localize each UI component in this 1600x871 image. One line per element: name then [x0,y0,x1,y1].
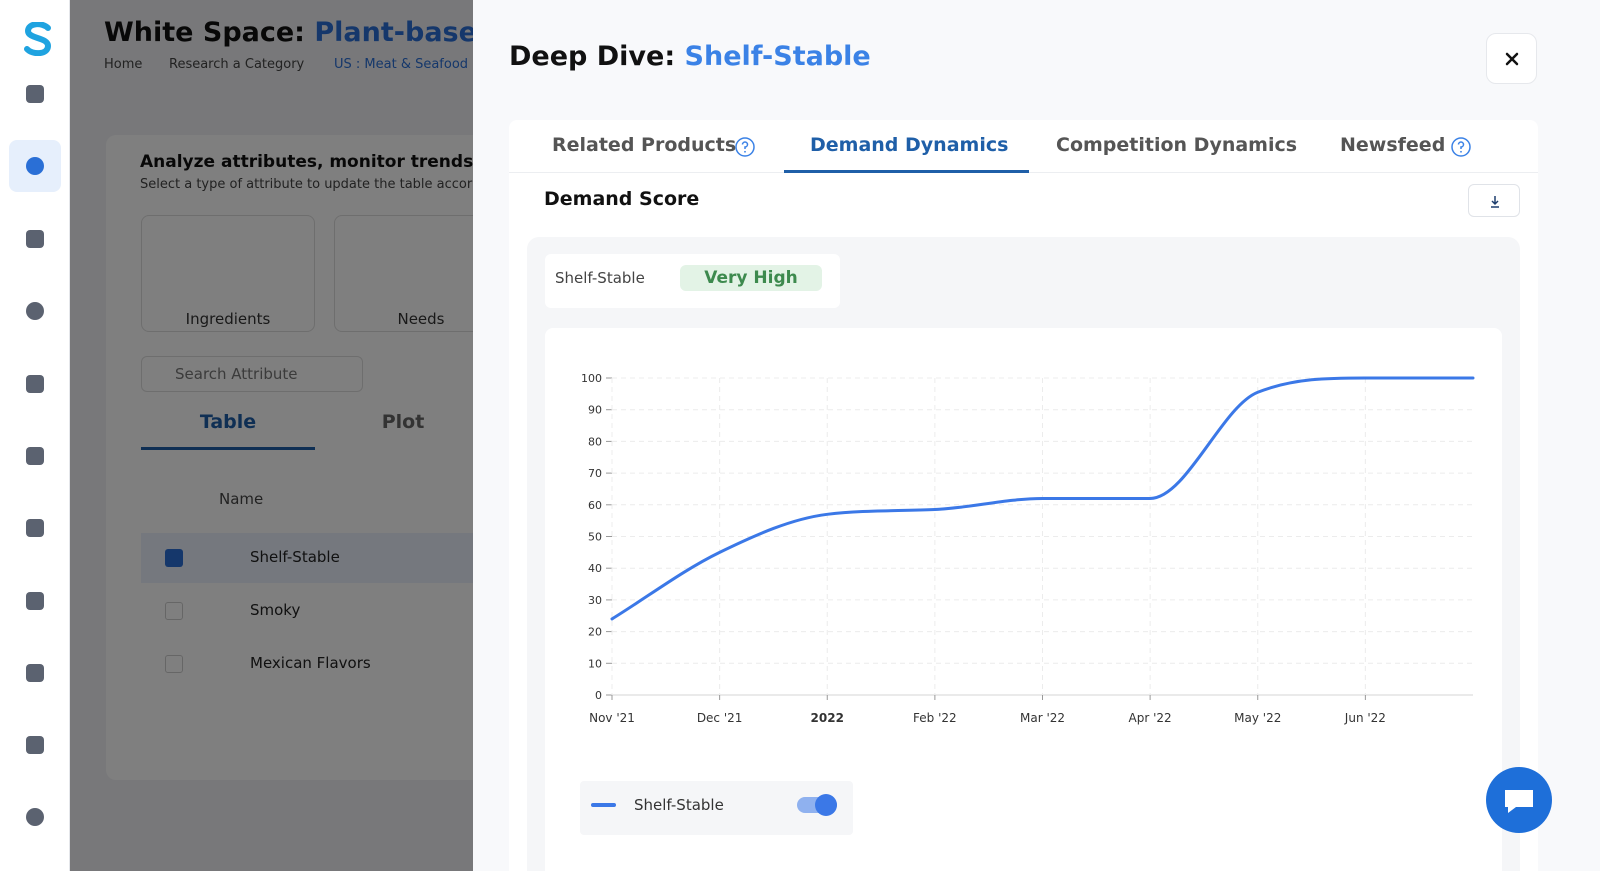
nav-dashboard[interactable] [26,85,44,103]
y-tick-label: 0 [595,689,602,702]
logo [24,22,52,56]
score-label: Shelf-Stable [555,269,645,287]
tab[interactable]: Related Products [552,134,737,156]
nav-item[interactable] [26,736,44,754]
y-tick-label: 100 [581,372,602,385]
x-tick-label: May '22 [1234,711,1281,725]
x-tick-label: Feb '22 [913,711,957,725]
help-icon[interactable] [734,136,756,158]
tab-underline [784,170,1029,173]
x-tick-label: Jun '22 [1344,711,1386,725]
download-button[interactable] [1468,184,1520,217]
tab[interactable]: Newsfeed [1340,134,1446,156]
y-tick-label: 80 [588,435,602,448]
y-tick-label: 30 [588,594,602,607]
close-icon [1505,52,1519,66]
x-tick-label: Dec '21 [697,711,743,725]
help-icon[interactable] [1450,136,1472,158]
close-button[interactable] [1486,33,1537,84]
download-icon [1491,196,1499,208]
y-tick-label: 70 [588,467,602,480]
nav-search[interactable] [26,157,44,175]
drawer-title: Deep Dive: Shelf-Stable [509,43,871,70]
score-pill [680,265,822,291]
y-tick-label: 50 [588,531,602,544]
nav-item[interactable] [26,302,44,320]
y-tick-label: 40 [588,562,602,575]
nav-item[interactable] [26,664,44,682]
tab[interactable]: Competition Dynamics [1056,134,1298,156]
nav-settings[interactable] [26,808,44,826]
x-tick-label: Mar '22 [1020,711,1065,725]
tab[interactable]: Demand Dynamics [810,134,1009,156]
x-tick-label: 2022 [811,711,844,725]
chat-button[interactable] [1486,767,1552,833]
nav-item[interactable] [26,375,44,393]
nav-item[interactable] [26,230,44,248]
legend-toggle-knob [815,794,837,816]
nav-item[interactable] [26,447,44,465]
drawer-title-main: Deep Dive: [509,41,676,72]
legend-label: Shelf-Stable [634,796,724,814]
score-value: Very High [704,268,798,288]
y-tick-label: 60 [588,499,602,512]
series-line [610,376,1475,621]
legend-swatch [591,803,616,807]
nav-item[interactable] [26,592,44,610]
modal-overlay[interactable] [70,0,473,871]
drawer-title-highlight: Shelf-Stable [684,41,871,72]
nav-item[interactable] [26,519,44,537]
deep-dive-drawer: Deep Dive: Shelf-Stable Related Products… [473,0,1600,871]
x-tick-label: Nov '21 [589,711,635,725]
y-tick-label: 90 [588,404,602,417]
chart: 0 10 20 30 40 50 60 70 80 90 100 Nov '21 Dec '21 2022… [581,372,1475,725]
sidebar [0,0,70,871]
section-title: Demand Score [544,188,700,210]
y-tick-label: 10 [588,657,602,670]
x-tick-label: Apr '22 [1129,711,1172,725]
y-tick-label: 20 [588,626,602,639]
chat-icon [1505,790,1533,813]
